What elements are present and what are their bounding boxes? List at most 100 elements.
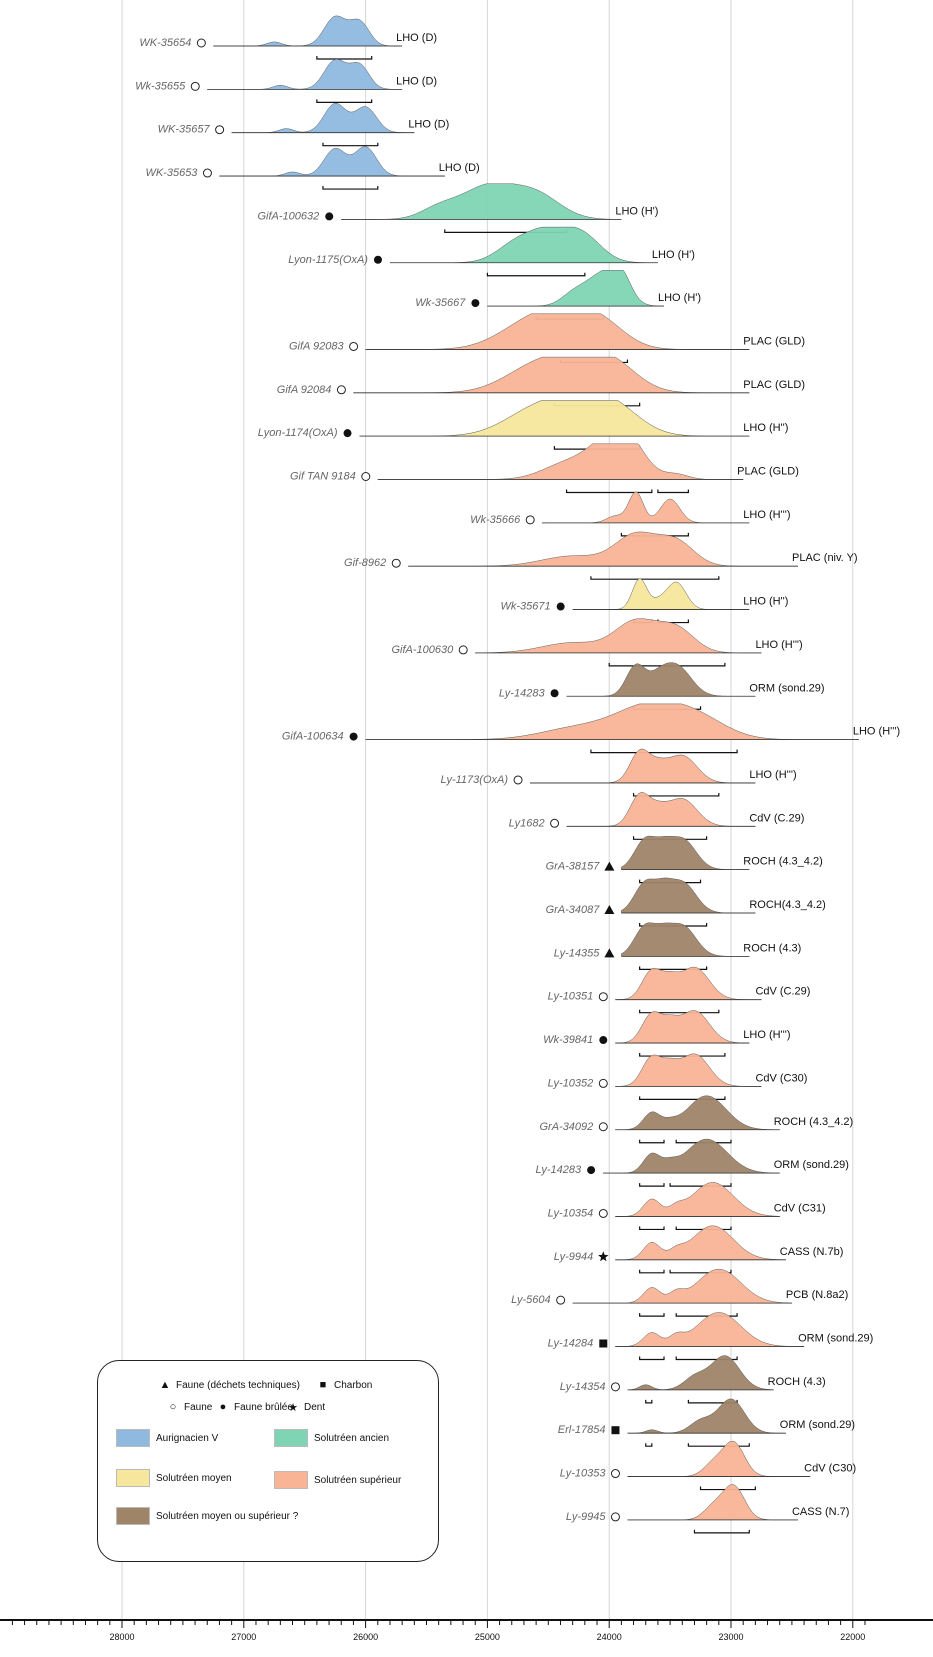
density-curve (474, 618, 762, 654)
range-bracket (486, 272, 586, 277)
lab-code: GifA-100630 (391, 644, 454, 656)
date-row: Lyon-1175(OxA) LHO (H') (288, 226, 695, 277)
open-circle-icon (391, 558, 401, 568)
filled-circle-icon (556, 602, 565, 611)
range-bracket (693, 1529, 750, 1534)
star-icon (598, 1251, 609, 1262)
open-circle-icon (190, 81, 200, 91)
site-label: ROCH (4.3_4.2) (743, 856, 822, 868)
density-curve (408, 531, 798, 567)
date-row: Ly-14284 ORM (sond.29) (548, 1312, 873, 1361)
open-circle-icon (196, 38, 206, 48)
lab-code: Ly-9944 (554, 1251, 594, 1263)
lab-code: Ly1682 (509, 817, 545, 829)
open-circle-icon (598, 1122, 608, 1132)
lab-code: Wk-39841 (543, 1034, 593, 1046)
site-label: PLAC (GLD) (743, 379, 805, 391)
range-bracket (639, 1096, 726, 1100)
square-icon (599, 1339, 608, 1348)
density-curve (566, 662, 756, 697)
site-label: LHO (D) (396, 32, 437, 44)
density-curve (365, 703, 859, 740)
legend-item-sol-ancien: Solutréen ancien (274, 1429, 389, 1447)
range-bracket (590, 576, 720, 580)
legend-item-triangle: ▲ Faune (déchets techniques) (158, 1379, 300, 1391)
range-bracket (639, 1313, 665, 1317)
open-circle-icon (361, 472, 371, 481)
legend-item-circle-filled: ● Faune brûlée (216, 1401, 293, 1413)
open-circle-icon (513, 775, 523, 785)
density-curve (541, 491, 750, 524)
site-label: LHO (D) (408, 119, 449, 131)
density-curve (359, 400, 750, 437)
open-circle-icon (610, 1382, 620, 1392)
open-circle-icon (610, 1469, 620, 1479)
lab-code: WK-35653 (145, 167, 198, 179)
legend-swatch (116, 1469, 150, 1487)
site-label: ORM (sond.29) (780, 1419, 855, 1431)
filled-circle-icon (599, 1036, 608, 1045)
open-circle-icon (202, 168, 212, 178)
density-curve (621, 922, 750, 957)
site-label: LHO (H') (652, 249, 695, 261)
filled-circle-icon (587, 1166, 596, 1175)
lab-code: Ly-5604 (511, 1294, 551, 1306)
open-circle-icon (458, 645, 468, 655)
range-bracket (632, 792, 720, 797)
site-label: LHO (H''') (853, 726, 900, 738)
range-bracket (645, 1399, 653, 1404)
date-row: Ly1682 CdV (C.29) (509, 792, 804, 840)
star-icon: ★ (288, 1402, 298, 1414)
open-circle-icon (598, 992, 608, 1002)
density-curve (615, 1182, 780, 1217)
site-label: PCB (N.8a2) (786, 1289, 848, 1301)
date-row: Ly-5604 PCB (N.8a2) (511, 1268, 848, 1317)
open-circle-icon (598, 1208, 608, 1218)
density-curve (231, 102, 415, 133)
lab-code: Ly-14283 (535, 1164, 582, 1176)
legend-item-square: ■ Charbon (316, 1379, 373, 1391)
date-row: Gif-8962 PLAC (niv. Y) (344, 531, 858, 580)
density-curve (353, 356, 750, 394)
date-row: WK-35654 LHO (D) (139, 15, 437, 60)
density-curve (572, 1268, 793, 1304)
lab-code: Ly-14284 (548, 1338, 594, 1350)
filled-circle-icon (343, 429, 352, 438)
range-bracket (639, 1183, 665, 1187)
site-label: LHO (H'') (743, 422, 788, 434)
range-bracket (687, 1443, 750, 1447)
lab-code: Ly-14283 (499, 687, 546, 699)
x-tick-label: 27000 (231, 1632, 256, 1642)
date-row: Ly-14283 ORM (sond.29) (535, 1138, 849, 1187)
density-curve (566, 792, 756, 827)
range-bracket (657, 489, 689, 494)
dates-rows: WK-35654 LHO (D) Wk-35655 LHO (D) WK-35657 LH… (135, 15, 900, 1534)
legend-swatch (116, 1429, 150, 1447)
lab-code: Ly-10353 (560, 1468, 607, 1480)
date-row: GifA 92084 PLAC (GLD) (277, 356, 805, 407)
site-label: LHO (H''') (755, 639, 802, 651)
filled-circle-icon (550, 689, 559, 698)
date-row: GifA-100634 LHO (H''') (282, 703, 900, 754)
legend-swatch (116, 1507, 150, 1525)
date-row: Wk-35666 LHO (H''') (470, 491, 791, 537)
legend-label: Faune (184, 1401, 213, 1413)
lab-code: Wk-35671 (501, 601, 551, 613)
density-curve (572, 578, 750, 610)
triangle-icon (604, 905, 615, 914)
legend-label: Solutréen moyen ou supérieur ? (156, 1510, 299, 1522)
date-row: WK-35657 LHO (D) (158, 102, 449, 147)
range-bracket (639, 966, 708, 970)
open-circle-icon (525, 515, 535, 525)
range-bracket (565, 489, 653, 494)
lab-code: Ly-1173(OxA) (441, 774, 509, 786)
density-curve (615, 1225, 786, 1261)
grid-lines (121, 0, 854, 1620)
legend-item-circle-open: ○ Faune (166, 1401, 213, 1413)
range-bracket (322, 142, 379, 147)
date-row: GifA-100632 LHO (H') (257, 183, 658, 233)
legend-swatch (274, 1471, 308, 1489)
lab-code: Lyon-1175(OxA) (288, 254, 368, 266)
date-row: Ly-14355 ROCH (4.3) (554, 922, 801, 970)
